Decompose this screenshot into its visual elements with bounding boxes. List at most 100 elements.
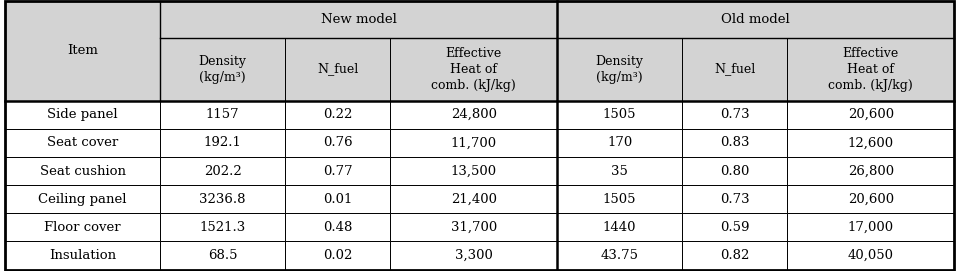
Text: 35: 35 [611, 164, 628, 178]
Text: 0.01: 0.01 [323, 193, 353, 206]
Text: Side panel: Side panel [47, 108, 118, 121]
Bar [160, 241, 285, 270]
Text: 40,050: 40,050 [848, 249, 894, 262]
Text: 13,500: 13,500 [451, 164, 497, 178]
Text: 17,000: 17,000 [848, 221, 894, 234]
Bar [682, 157, 787, 185]
Text: 0.83: 0.83 [720, 136, 750, 149]
Text: 1505: 1505 [603, 193, 637, 206]
Text: 21,400: 21,400 [451, 193, 497, 206]
Bar [787, 157, 954, 185]
Bar [160, 101, 285, 129]
Text: 3236.8: 3236.8 [199, 193, 246, 206]
Bar [5, 101, 160, 129]
Bar [557, 38, 682, 101]
Text: 3,300: 3,300 [455, 249, 493, 262]
Bar [160, 129, 285, 157]
Bar [285, 129, 390, 157]
Text: 170: 170 [607, 136, 632, 149]
Bar [557, 213, 682, 241]
Bar [557, 1, 954, 38]
Bar [5, 157, 160, 185]
Text: Floor cover: Floor cover [44, 221, 121, 234]
Text: 192.1: 192.1 [203, 136, 242, 149]
Text: 0.22: 0.22 [323, 108, 353, 121]
Bar [160, 38, 285, 101]
Text: 0.59: 0.59 [720, 221, 750, 234]
Text: 0.73: 0.73 [720, 193, 750, 206]
Text: 24,800: 24,800 [451, 108, 497, 121]
Bar [285, 185, 390, 213]
Bar [160, 1, 557, 38]
Text: 0.48: 0.48 [323, 221, 353, 234]
Text: 0.80: 0.80 [720, 164, 749, 178]
Bar [787, 185, 954, 213]
Bar [160, 213, 285, 241]
Bar [390, 129, 557, 157]
Text: 31,700: 31,700 [451, 221, 497, 234]
Bar [5, 129, 160, 157]
Text: 1157: 1157 [206, 108, 240, 121]
Bar [5, 185, 160, 213]
Text: 43.75: 43.75 [600, 249, 639, 262]
Bar [787, 101, 954, 129]
Bar [682, 213, 787, 241]
Bar [285, 38, 390, 101]
Text: 202.2: 202.2 [204, 164, 242, 178]
Text: Seat cushion: Seat cushion [39, 164, 126, 178]
Bar [557, 157, 682, 185]
Text: N_fuel: N_fuel [714, 63, 756, 76]
Text: 0.73: 0.73 [720, 108, 750, 121]
Bar [285, 213, 390, 241]
Bar [390, 241, 557, 270]
Text: Density
(kg/m³): Density (kg/m³) [199, 54, 246, 83]
Text: 20,600: 20,600 [848, 193, 894, 206]
Text: 1505: 1505 [603, 108, 637, 121]
Bar [557, 129, 682, 157]
Bar [682, 185, 787, 213]
Text: Old model: Old model [721, 13, 790, 26]
Bar [682, 129, 787, 157]
Text: Density
(kg/m³): Density (kg/m³) [596, 54, 643, 83]
Bar [557, 241, 682, 270]
Bar [557, 101, 682, 129]
Text: Insulation: Insulation [49, 249, 116, 262]
Bar [390, 185, 557, 213]
Text: Seat cover: Seat cover [47, 136, 118, 149]
Bar [787, 129, 954, 157]
Bar [390, 101, 557, 129]
Text: 0.76: 0.76 [323, 136, 353, 149]
Text: 0.02: 0.02 [323, 249, 353, 262]
Bar [390, 157, 557, 185]
Bar [557, 185, 682, 213]
Text: Effective
Heat of
comb. (kJ/kg): Effective Heat of comb. (kJ/kg) [829, 47, 913, 92]
Text: 20,600: 20,600 [848, 108, 894, 121]
Bar [285, 157, 390, 185]
Bar [390, 38, 557, 101]
Bar [285, 241, 390, 270]
Text: New model: New model [321, 13, 397, 26]
Bar [5, 1, 160, 101]
Text: 11,700: 11,700 [451, 136, 497, 149]
Text: 26,800: 26,800 [848, 164, 894, 178]
Text: 0.77: 0.77 [323, 164, 353, 178]
Bar [5, 213, 160, 241]
Text: 1440: 1440 [603, 221, 637, 234]
Bar [160, 185, 285, 213]
Bar [285, 101, 390, 129]
Bar [160, 157, 285, 185]
Text: 1521.3: 1521.3 [199, 221, 246, 234]
Text: Effective
Heat of
comb. (kJ/kg): Effective Heat of comb. (kJ/kg) [432, 47, 516, 92]
Bar [787, 38, 954, 101]
Text: N_fuel: N_fuel [317, 63, 359, 76]
Text: 68.5: 68.5 [208, 249, 238, 262]
Bar [390, 213, 557, 241]
Text: 0.82: 0.82 [720, 249, 749, 262]
Bar [682, 101, 787, 129]
Bar [5, 241, 160, 270]
Text: Item: Item [67, 44, 98, 57]
Bar [787, 213, 954, 241]
Text: Ceiling panel: Ceiling panel [38, 193, 127, 206]
Text: 12,600: 12,600 [848, 136, 894, 149]
Bar [682, 241, 787, 270]
